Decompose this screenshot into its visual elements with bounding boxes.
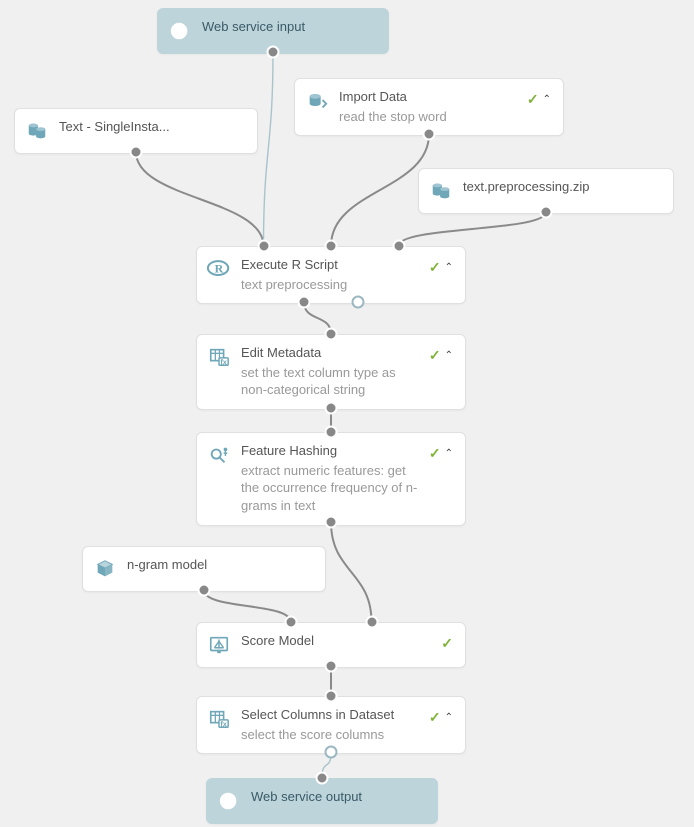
port-in[interactable] [325, 328, 338, 341]
port-in[interactable] [284, 616, 297, 629]
svg-text:R: R [215, 262, 224, 276]
port-in[interactable] [392, 240, 405, 253]
chevron-up-icon[interactable]: ⌃ [445, 448, 453, 459]
node-title: text.preprocessing.zip [463, 179, 661, 196]
port-out[interactable] [325, 402, 338, 415]
node-subtitle: text preprocessing [241, 276, 421, 294]
node-title: Score Model [241, 633, 433, 650]
port-in[interactable] [257, 240, 270, 253]
chevron-up-icon[interactable]: ⌃ [445, 262, 453, 273]
feature-icon [207, 443, 231, 467]
edge [399, 212, 547, 246]
port-in[interactable] [325, 426, 338, 439]
svg-text:fx: fx [220, 357, 227, 366]
cube-icon [93, 557, 117, 581]
edge [204, 590, 291, 622]
port-in[interactable] [316, 772, 329, 785]
chevron-up-icon[interactable]: ⌃ [445, 712, 453, 723]
node-status: ✓ [441, 635, 453, 652]
node-ws_out[interactable]: Web service output [206, 778, 438, 824]
node-title: Web service input [202, 19, 376, 36]
edge [264, 52, 274, 246]
port-out[interactable] [130, 146, 143, 159]
port-out[interactable] [325, 746, 338, 759]
node-title: n-gram model [127, 557, 313, 574]
node-subtitle: set the text column type as non-categori… [241, 364, 421, 399]
check-icon: ✓ [429, 347, 441, 364]
node-status: ✓⌃ [429, 347, 453, 364]
globe-in-icon [168, 19, 192, 43]
port-out[interactable] [325, 660, 338, 673]
globe-out-icon [217, 789, 241, 813]
port-out[interactable] [298, 296, 311, 309]
metadata-icon: fx [207, 707, 231, 731]
node-rscript[interactable]: R Execute R Scripttext preprocessing✓⌃ [196, 246, 466, 304]
node-title: Web service output [251, 789, 425, 806]
metadata-icon: fx [207, 345, 231, 369]
node-meta[interactable]: fx Edit Metadata set the text column type… [196, 334, 466, 410]
node-title: Feature Hashing [241, 443, 421, 460]
port-out[interactable] [325, 516, 338, 529]
check-icon: ✓ [429, 259, 441, 276]
node-status: ✓⌃ [429, 259, 453, 276]
port-in[interactable] [325, 690, 338, 703]
node-status: ✓⌃ [527, 91, 551, 108]
check-icon: ✓ [429, 709, 441, 726]
port-in[interactable] [325, 240, 338, 253]
port-out[interactable] [540, 206, 553, 219]
dataset-icon [25, 119, 49, 143]
edge [136, 152, 264, 246]
dataset-icon [429, 179, 453, 203]
node-hash[interactable]: Feature Hashing extract numeric features:… [196, 432, 466, 526]
check-icon: ✓ [441, 635, 453, 652]
node-subtitle: select the score columns [241, 726, 421, 744]
node-status: ✓⌃ [429, 709, 453, 726]
chevron-up-icon[interactable]: ⌃ [543, 94, 551, 105]
edge [331, 134, 429, 246]
r-script-icon: R [207, 257, 231, 281]
db-import-icon [305, 89, 329, 113]
chevron-up-icon[interactable]: ⌃ [445, 350, 453, 361]
node-title: Edit Metadata [241, 345, 421, 362]
edge [331, 522, 372, 622]
node-status: ✓⌃ [429, 445, 453, 462]
node-title: Select Columns in Dataset [241, 707, 421, 724]
node-title: Text - SingleInsta... [59, 119, 245, 136]
check-icon: ✓ [527, 91, 539, 108]
score-icon [207, 633, 231, 657]
port-out[interactable] [267, 46, 280, 59]
port-in[interactable] [365, 616, 378, 629]
node-subtitle: read the stop word [339, 108, 519, 126]
port-out[interactable] [423, 128, 436, 141]
check-icon: ✓ [429, 445, 441, 462]
svg-text:fx: fx [220, 719, 227, 728]
node-title: Execute R Script [241, 257, 421, 274]
port-out[interactable] [198, 584, 211, 597]
node-title: Import Data [339, 89, 519, 106]
node-subtitle: extract numeric features: get the occurr… [241, 462, 421, 515]
port-out[interactable] [352, 296, 365, 309]
